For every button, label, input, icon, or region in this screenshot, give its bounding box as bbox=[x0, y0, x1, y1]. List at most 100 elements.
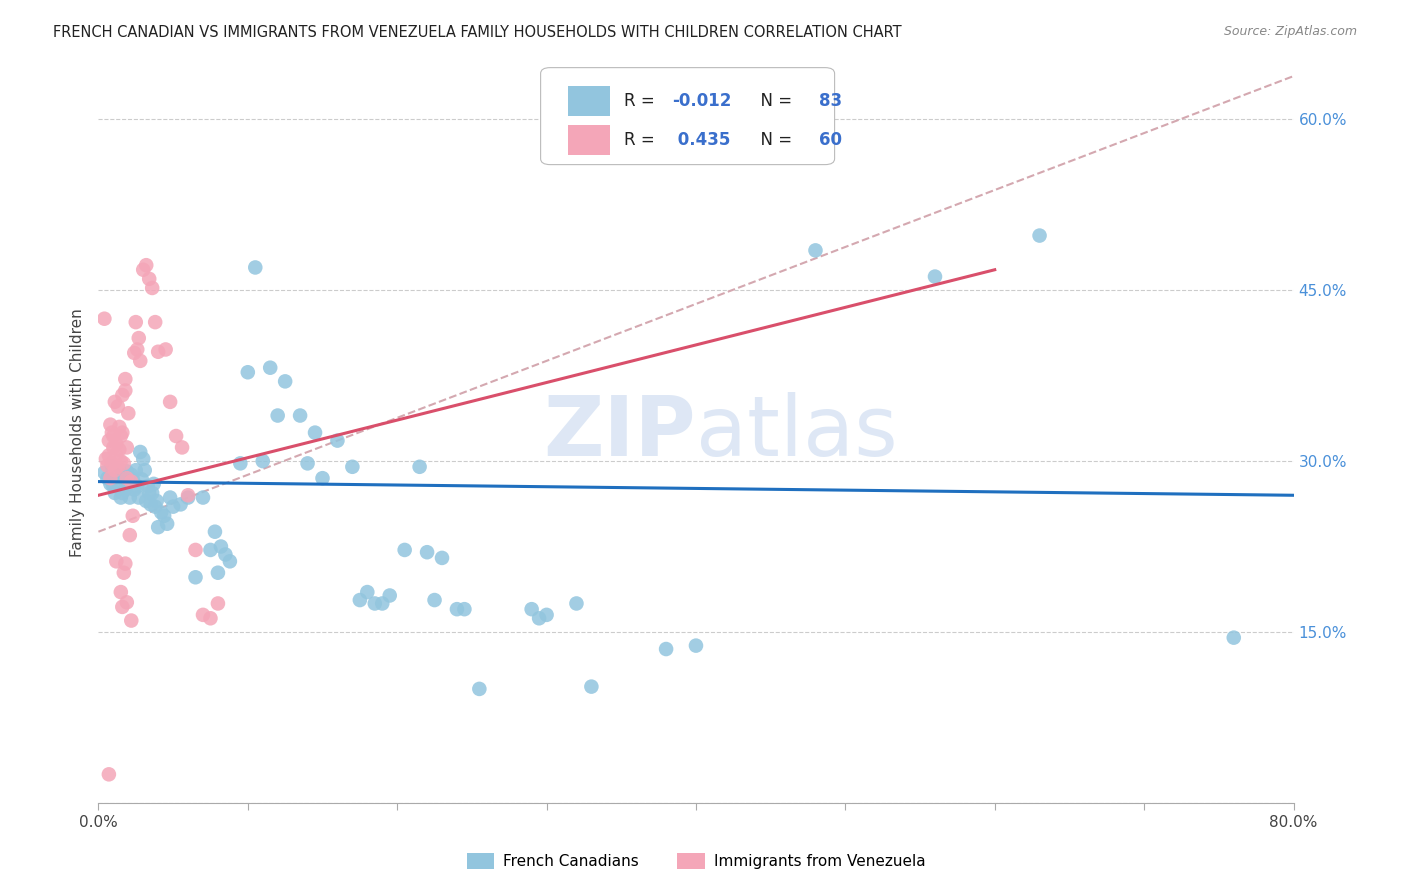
Point bbox=[184, 570, 207, 584]
Text: FRENCH CANADIAN VS IMMIGRANTS FROM VENEZUELA FAMILY HOUSEHOLDS WITH CHILDREN COR: FRENCH CANADIAN VS IMMIGRANTS FROM VENEZ… bbox=[53, 25, 903, 40]
Text: atlas: atlas bbox=[696, 392, 897, 473]
Point bbox=[536, 607, 558, 622]
Point bbox=[139, 497, 162, 511]
Point bbox=[128, 491, 150, 505]
Point bbox=[120, 614, 142, 628]
Point bbox=[111, 388, 134, 402]
Point bbox=[110, 585, 132, 599]
Point bbox=[177, 491, 200, 505]
Text: Source: ZipAtlas.com: Source: ZipAtlas.com bbox=[1223, 25, 1357, 38]
Point bbox=[97, 434, 120, 448]
Point bbox=[159, 491, 181, 505]
Point bbox=[356, 585, 378, 599]
Point bbox=[416, 545, 439, 559]
Point bbox=[97, 767, 120, 781]
Point bbox=[229, 456, 252, 470]
Bar bbox=[568, 86, 610, 116]
Text: -0.012: -0.012 bbox=[672, 92, 731, 110]
Point bbox=[110, 429, 132, 443]
Text: ZIP: ZIP bbox=[544, 392, 696, 473]
Point bbox=[125, 463, 148, 477]
Point bbox=[311, 471, 333, 485]
Point bbox=[104, 395, 127, 409]
FancyBboxPatch shape bbox=[541, 68, 835, 165]
Point bbox=[581, 680, 603, 694]
Point bbox=[93, 311, 115, 326]
Point bbox=[143, 500, 166, 514]
Point bbox=[565, 597, 588, 611]
Point bbox=[101, 459, 124, 474]
Point bbox=[204, 524, 226, 539]
Point bbox=[245, 260, 267, 275]
Point bbox=[96, 471, 118, 485]
Text: R =: R = bbox=[624, 92, 661, 110]
Point bbox=[138, 272, 160, 286]
Point bbox=[124, 483, 146, 497]
Point bbox=[118, 491, 141, 505]
Point bbox=[804, 244, 827, 258]
Point bbox=[655, 642, 678, 657]
Point bbox=[107, 400, 129, 414]
Point bbox=[129, 445, 152, 459]
Point bbox=[191, 607, 214, 622]
Point bbox=[136, 479, 159, 493]
Point bbox=[121, 508, 143, 523]
Text: N =: N = bbox=[749, 131, 797, 149]
Point bbox=[103, 479, 125, 493]
Point bbox=[112, 456, 135, 470]
Point bbox=[112, 471, 135, 485]
Point bbox=[96, 458, 118, 473]
Point bbox=[135, 494, 157, 508]
Point bbox=[105, 554, 128, 568]
Point bbox=[468, 681, 491, 696]
Point bbox=[115, 441, 138, 455]
Point bbox=[142, 476, 165, 491]
Point bbox=[143, 315, 166, 329]
Text: 60: 60 bbox=[820, 131, 842, 149]
Point bbox=[129, 354, 152, 368]
Point bbox=[98, 476, 122, 491]
Point bbox=[141, 281, 163, 295]
Point bbox=[118, 528, 141, 542]
Point bbox=[148, 520, 170, 534]
Point bbox=[200, 543, 222, 558]
Point bbox=[108, 463, 131, 477]
Point bbox=[207, 566, 229, 580]
Point bbox=[184, 543, 207, 558]
Point bbox=[342, 459, 364, 474]
Point bbox=[105, 467, 128, 482]
Point bbox=[191, 491, 214, 505]
Point bbox=[114, 372, 136, 386]
Point bbox=[155, 343, 177, 357]
Legend: French Canadians, Immigrants from Venezuela: French Canadians, Immigrants from Venezu… bbox=[467, 854, 925, 869]
Point bbox=[115, 595, 138, 609]
Point bbox=[115, 471, 138, 485]
Point bbox=[108, 420, 131, 434]
Point bbox=[107, 459, 129, 474]
Point bbox=[135, 258, 157, 272]
Point bbox=[364, 597, 387, 611]
Y-axis label: Family Households with Children: Family Households with Children bbox=[69, 309, 84, 557]
Point bbox=[108, 442, 131, 457]
Point bbox=[297, 456, 319, 470]
Point bbox=[430, 550, 453, 565]
Point bbox=[127, 343, 149, 357]
Point bbox=[114, 557, 136, 571]
Point bbox=[111, 599, 134, 614]
Point bbox=[134, 463, 156, 477]
Point bbox=[156, 516, 179, 531]
Point bbox=[132, 451, 155, 466]
Point bbox=[153, 508, 176, 523]
Point bbox=[105, 437, 128, 451]
Point bbox=[267, 409, 290, 423]
Point bbox=[172, 441, 194, 455]
Point bbox=[103, 429, 125, 443]
Point bbox=[169, 497, 191, 511]
Point bbox=[127, 479, 149, 493]
Point bbox=[148, 344, 170, 359]
Bar bbox=[568, 125, 610, 155]
Point bbox=[446, 602, 468, 616]
Point bbox=[124, 346, 146, 360]
Point bbox=[214, 548, 236, 562]
Point bbox=[104, 463, 127, 477]
